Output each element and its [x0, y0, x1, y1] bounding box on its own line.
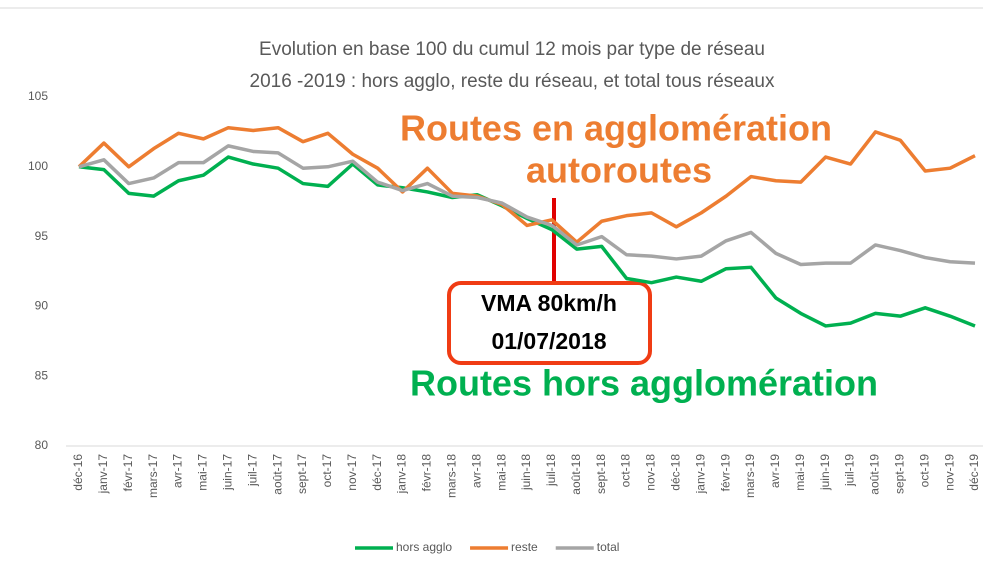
series-line: [77, 125, 976, 244]
x-tick-label: nov-19: [942, 454, 956, 491]
x-tick-label: mars-17: [146, 454, 160, 498]
annotation: Routes hors agglomération: [410, 363, 878, 404]
x-tick-label: août-19: [868, 454, 882, 495]
annotation: autoroutes: [526, 150, 712, 191]
x-tick-label: déc-16: [71, 454, 85, 491]
y-tick-label: 105: [28, 89, 48, 103]
x-tick-label: juin-17: [221, 454, 235, 491]
y-tick-label: 90: [35, 299, 49, 313]
annotation: Routes en agglomération: [400, 108, 832, 149]
x-tick-label: oct-19: [917, 454, 931, 488]
x-tick-label: févr-19: [718, 454, 732, 492]
y-tick-label: 85: [35, 368, 49, 382]
x-tick-label: mai-17: [196, 454, 210, 491]
x-tick-label: janv-18: [395, 454, 409, 495]
series-line: [78, 144, 976, 267]
x-tick-label: juil-18: [544, 454, 558, 487]
x-tick-label: mai-18: [494, 454, 508, 491]
chart-title: Evolution en base 100 du cumul 12 mois p…: [259, 39, 765, 60]
annotation-box: [447, 281, 652, 365]
x-tick-label: sept-18: [594, 454, 608, 494]
x-tick-label: juin-18: [519, 454, 533, 491]
x-tick-label: déc-17: [370, 454, 384, 491]
x-tick-label: août-18: [569, 454, 583, 495]
legend-label: hors agglo: [396, 540, 452, 554]
annotation: 01/07/2018: [491, 328, 606, 354]
y-tick-label: 80: [35, 438, 49, 452]
x-tick-label: juin-19: [818, 454, 832, 491]
legend-label: reste: [511, 540, 538, 554]
x-tick-label: avr-18: [469, 454, 483, 488]
legend-label: total: [597, 540, 620, 554]
x-tick-label: oct-17: [320, 454, 334, 488]
x-tick-label: nov-18: [644, 454, 658, 491]
x-tick-label: sept-17: [295, 454, 309, 494]
x-tick-label: sept-19: [893, 454, 907, 494]
x-tick-label: mars-18: [445, 454, 459, 498]
x-tick-label: janv-19: [693, 454, 707, 495]
x-tick-label: févr-17: [121, 454, 135, 492]
x-tick-label: avr-17: [171, 454, 185, 488]
x-tick-label: oct-18: [619, 454, 633, 488]
chart-title: 2016 -2019 : hors agglo, reste du réseau…: [250, 71, 775, 92]
x-tick-label: juil-19: [843, 454, 857, 487]
x-tick-label: janv-17: [96, 454, 110, 495]
y-tick-label: 100: [28, 159, 48, 173]
x-tick-label: juil-17: [245, 454, 259, 487]
x-tick-label: août-17: [270, 454, 284, 495]
x-tick-label: mars-19: [743, 454, 757, 498]
x-tick-label: mai-19: [793, 454, 807, 491]
x-tick-label: févr-18: [420, 454, 434, 492]
annotation: VMA 80km/h: [481, 290, 617, 316]
x-tick-label: déc-18: [669, 454, 683, 491]
x-tick-label: avr-19: [768, 454, 782, 488]
y-tick-label: 95: [35, 229, 49, 243]
x-tick-label: nov-17: [345, 454, 359, 491]
x-tick-label: déc-19: [967, 454, 981, 491]
